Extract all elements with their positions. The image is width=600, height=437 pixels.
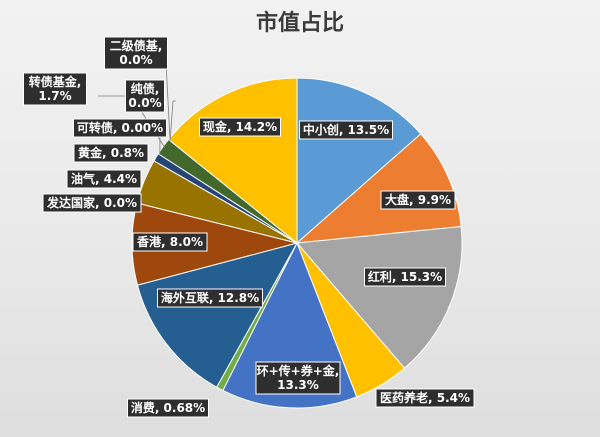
- data-label-text: 红利, 15.3%: [368, 269, 442, 284]
- data-label-text: 黄金, 0.8%: [78, 145, 144, 160]
- data-label-医药养老: 医药养老, 5.4%: [375, 388, 475, 408]
- pie-slice-红利: [295, 225, 463, 369]
- data-label-中小创: 中小创, 13.5%: [299, 120, 393, 140]
- data-label-text: 二级债基,: [110, 38, 163, 53]
- data-label-text: 环+传+券+金,: [257, 363, 340, 378]
- pie-slices: [131, 77, 463, 409]
- data-label-二级债基: 二级债基,0.0%: [104, 36, 168, 70]
- chart-title: 市值占比: [256, 10, 344, 36]
- data-label-text: 纯债,: [131, 81, 160, 96]
- data-label-text: 转债基金,: [29, 74, 82, 89]
- data-label-text: 0.0%: [128, 96, 161, 110]
- data-label-text: 中小创, 13.5%: [303, 122, 389, 137]
- data-label-发达国家: 发达国家, 0.0%: [42, 193, 142, 213]
- data-label-环+传+券+金: 环+传+券+金,13.3%: [255, 361, 341, 395]
- pie-slice-大盘: [295, 133, 462, 244]
- data-label-text: 海外互联, 12.8%: [161, 290, 259, 305]
- data-label-转债基金: 转债基金,1.7%: [23, 72, 87, 106]
- data-label-大盘: 大盘, 9.9%: [380, 190, 456, 210]
- data-label-text: 可转债, 0.00%: [77, 120, 163, 135]
- data-label-黄金: 黄金, 0.8%: [73, 143, 149, 163]
- data-label-text: 大盘, 9.9%: [385, 192, 451, 207]
- data-label-现金: 现金, 14.2%: [199, 117, 281, 137]
- data-labels: 中小创, 13.5% 大盘, 9.9% 红利, 15.3% 医药养老, 5.4% 环+传…: [23, 36, 475, 418]
- data-label-text: 香港, 8.0%: [136, 234, 203, 249]
- data-label-text: 油气, 4.4%: [71, 171, 137, 186]
- pie-slice-海外互联: [136, 242, 299, 388]
- data-label-text: 消费, 0.68%: [131, 400, 205, 415]
- data-label-text: 0.0%: [119, 53, 152, 67]
- data-label-text: 发达国家, 0.0%: [46, 195, 137, 210]
- data-label-红利: 红利, 15.3%: [364, 267, 446, 287]
- data-label-text: 1.7%: [38, 89, 71, 103]
- data-label-text: 现金, 14.2%: [203, 119, 277, 134]
- data-label-油气: 油气, 4.4%: [66, 169, 142, 189]
- data-label-消费: 消费, 0.68%: [127, 398, 209, 418]
- pie-slice-中小创: [296, 77, 422, 245]
- data-label-text: 医药养老, 5.4%: [380, 390, 470, 405]
- data-label-香港: 香港, 8.0%: [132, 232, 208, 252]
- data-label-可转债: 可转债, 0.00%: [73, 118, 167, 138]
- data-label-纯债: 纯债,0.0%: [125, 79, 165, 113]
- data-label-海外互联: 海外互联, 12.8%: [157, 288, 263, 308]
- data-label-text: 13.3%: [277, 378, 319, 392]
- leader-line-纯债: [169, 100, 176, 141]
